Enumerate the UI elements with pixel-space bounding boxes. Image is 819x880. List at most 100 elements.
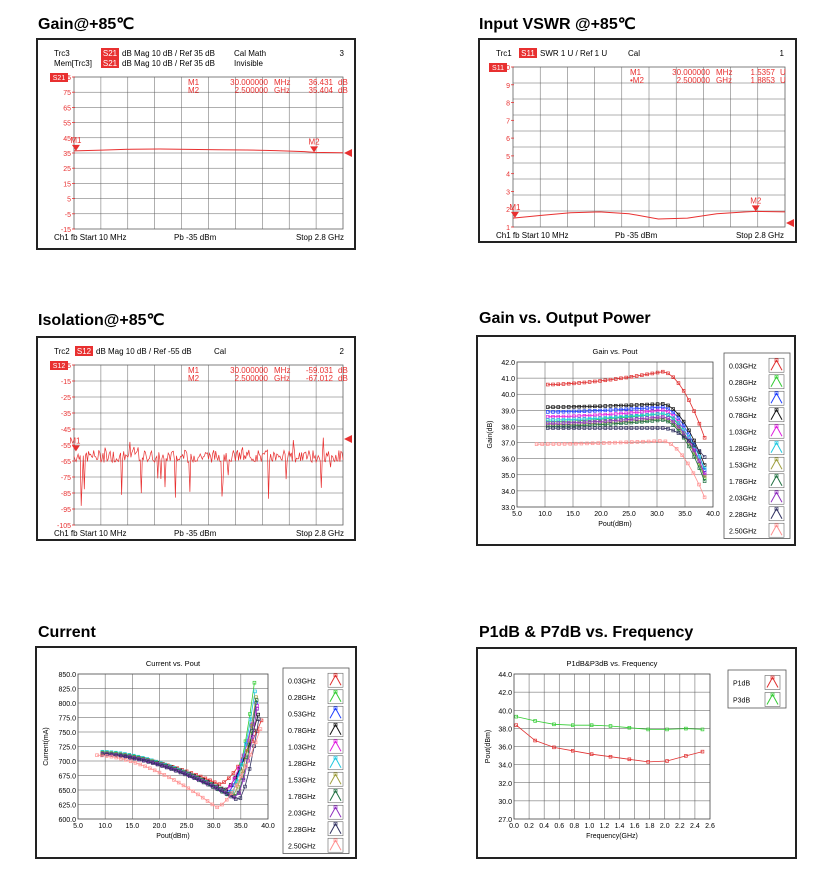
series-point-0.78GHz xyxy=(671,407,675,411)
series-point-2.28GHz xyxy=(587,426,592,430)
series-point-2.28GHz xyxy=(650,426,655,430)
x-tick-label: 1.6 xyxy=(630,823,640,830)
legend-swatch-line xyxy=(770,491,783,503)
series-point-1.78GHz xyxy=(566,424,571,428)
legend-swatch xyxy=(768,407,785,423)
legend-swatch-line xyxy=(329,773,342,785)
series-point-2.50GHz xyxy=(229,791,234,795)
series-point-2.50GHz xyxy=(635,440,640,444)
x-tick-label: 0.2 xyxy=(524,823,534,830)
legend-swatch-marker xyxy=(333,706,338,711)
series-point-2.28GHz xyxy=(169,767,174,771)
series-point-2.50GHz xyxy=(669,442,673,446)
legend-swatch-marker xyxy=(333,755,338,760)
series-point-0.78GHz xyxy=(598,404,602,408)
series-point-2.50GHz xyxy=(551,442,556,446)
series-point-0.78GHz xyxy=(661,402,665,406)
series-point-0.03GHz xyxy=(702,435,707,440)
series-point-1.28GHz xyxy=(253,689,257,694)
y-tick-label: 40.0 xyxy=(501,392,515,399)
x-tick-label: 1.4 xyxy=(615,823,625,830)
series-point-2.28GHz xyxy=(229,794,233,799)
series-point-0.53GHz xyxy=(613,408,618,412)
series-point-0.78GHz xyxy=(572,405,576,409)
series-point-1.03GHz xyxy=(572,414,576,418)
series-point-1.28GHz xyxy=(239,762,244,767)
vswr-y-tick-label: 7 xyxy=(506,118,510,125)
series-point-0.03GHz xyxy=(226,776,231,781)
series-point-1.78GHz xyxy=(577,423,581,428)
series-point-0.53GHz xyxy=(598,408,602,413)
series-point-1.78GHz xyxy=(608,422,613,426)
series-point-1.78GHz xyxy=(655,418,660,423)
isolation-y-tick-label: -55 xyxy=(61,443,71,450)
legend-label: 0.28GHz xyxy=(288,695,316,702)
vswr-y-tick-label: 8 xyxy=(506,101,510,108)
series-point-2.28GHz xyxy=(206,782,210,787)
series-point-2.50GHz xyxy=(162,773,167,777)
legend-swatch-marker xyxy=(333,788,338,793)
legend-label: 1.03GHz xyxy=(288,744,316,751)
series-point-0.78GHz xyxy=(256,712,260,717)
series-point-1.28GHz xyxy=(634,413,639,418)
legend-label: 2.50GHz xyxy=(288,843,316,850)
series-point-2.28GHz xyxy=(220,789,224,794)
gain-marker-triangle xyxy=(71,144,80,151)
y-tick-label: 775.0 xyxy=(58,716,76,723)
series-point-2.28GHz xyxy=(551,426,555,430)
series-point-0.03GHz xyxy=(561,382,566,386)
legend-swatch xyxy=(768,489,785,505)
series-point-2.50GHz xyxy=(686,461,690,466)
legend-label: 1.28GHz xyxy=(729,446,757,453)
series-point-2.50GHz xyxy=(100,753,104,758)
legend-swatch xyxy=(327,738,344,754)
y-tick-label: 37.0 xyxy=(501,441,515,448)
series-point-0.53GHz xyxy=(640,406,644,411)
series-point-1.03GHz xyxy=(671,414,675,418)
vswr-y-tick-label: 4 xyxy=(506,172,510,179)
series-point-2.50GHz xyxy=(652,439,656,444)
series-point-2.03GHz xyxy=(702,471,707,475)
gain-trace xyxy=(73,148,344,154)
series-point-2.50GHz xyxy=(210,802,215,807)
x-tick-label: 40.0 xyxy=(706,511,720,518)
series-point-2.50GHz xyxy=(585,441,589,446)
legend-label: 2.03GHz xyxy=(288,810,316,817)
vswr-y-tick-label: 6 xyxy=(506,136,510,143)
vswr-y-tick-label: 3 xyxy=(506,189,510,196)
p1db-vs-frequency-chart: P1dB&P3dB vs. Frequency 0.0 0.2 0.4 0.6 0.8 1.… xyxy=(485,659,787,840)
legend-swatch-line xyxy=(329,707,342,719)
series-point-2.28GHz xyxy=(178,770,183,775)
legend-swatch-marker xyxy=(333,821,338,826)
series-line-0.03GHz xyxy=(547,371,705,438)
gain-ref-badge xyxy=(50,73,68,82)
series-line-P3dB xyxy=(516,716,703,730)
legend-label: 1.53GHz xyxy=(288,777,316,784)
x-tick-label: 1.0 xyxy=(585,823,595,830)
series-point-1.28GHz xyxy=(697,454,702,459)
series-point-2.50GHz xyxy=(114,755,118,760)
series-point-2.50GHz xyxy=(641,439,645,444)
legend-swatch-line xyxy=(770,524,783,536)
series-point-2.03GHz xyxy=(241,778,246,782)
series-point-0.03GHz xyxy=(572,381,576,386)
legend-swatch xyxy=(327,722,344,738)
legend-swatch xyxy=(768,506,785,522)
series-point-0.53GHz xyxy=(582,409,587,413)
series-point-P3dB xyxy=(608,724,613,728)
series-point-0.03GHz xyxy=(546,382,550,387)
series-point-2.50GHz xyxy=(534,442,539,446)
chart-title: Current vs. Pout xyxy=(146,659,201,668)
series-point-2.28GHz xyxy=(702,455,707,459)
vswr-param-badge xyxy=(519,48,537,58)
vswr-marker-name: •M2 xyxy=(630,76,644,85)
series-point-2.50GHz xyxy=(602,441,606,445)
series-point-0.03GHz xyxy=(566,381,571,386)
p1db-section-title: P1dB & P7dB vs. Frequency xyxy=(479,624,694,641)
legend-swatch-line xyxy=(770,507,783,519)
series-point-2.03GHz xyxy=(587,420,592,424)
series-point-1.78GHz xyxy=(661,418,665,422)
x-tick-label: 15.0 xyxy=(125,823,139,830)
gain-y-tick-label: 65 xyxy=(63,105,71,112)
